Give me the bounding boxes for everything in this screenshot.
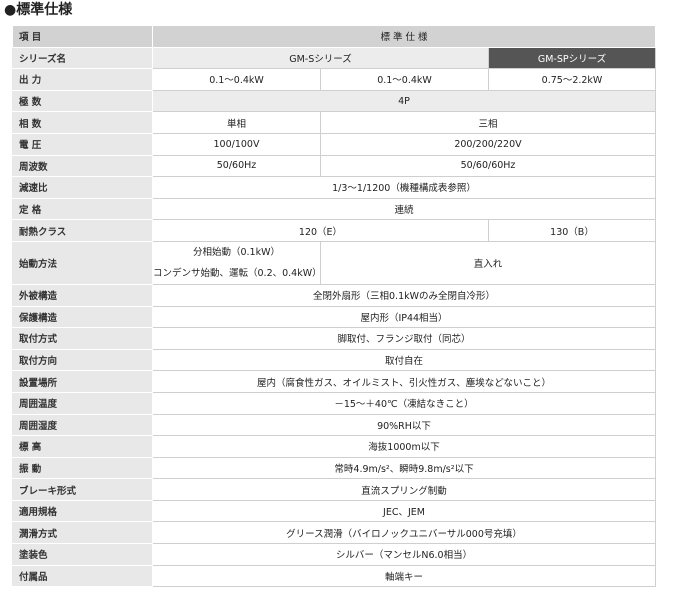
row-label: 標 高 [12,435,153,458]
row: 付属品 軸端キー [12,564,657,588]
row: 周囲湿度 90%RH以下 [12,413,657,437]
row-label: 出 力 [12,68,153,91]
cell: 直流スプリング制動 [151,478,657,501]
row-label: 適用規格 [12,499,153,523]
row: 保護構造 屋内形（IP44相当） [12,305,657,329]
cell: シルバー（マンセルN6.0相当） [151,543,657,566]
row-label: 電 圧 [12,132,153,156]
cell-line: 分相始動（0.1kW） [192,246,280,258]
cell: 軸端キー [151,564,657,588]
cell: 50/60/60Hz [319,154,657,178]
row-label: 周波数 [12,154,153,178]
row-label: 減速比 [12,176,153,199]
cell: 取付自在 [151,348,657,372]
row: 適用規格 JEC、JEM [12,499,657,523]
cell: 屋内（腐食性ガス、オイルミスト、引火性ガス、塵埃などないこと） [151,370,657,393]
row-label: 周囲湿度 [12,413,153,437]
cell: 全閉外扇形（三相0.1kWのみ全閉自冷形） [151,283,657,307]
cell: 100/100V [152,132,321,156]
row: ブレーキ形式 直流スプリング制動 [12,478,657,501]
cell: 200/200/220V [319,132,657,156]
header-cell: 項 目 [12,25,153,48]
cell: GM-SPシリーズ [487,46,657,70]
row: 標 高海抜1000m以下 [12,435,657,458]
row-label: 設置場所 [12,370,153,393]
row-label: 潤滑方式 [12,521,153,545]
row: 出 力 0.1～0.4kW 0.1～0.4kW 0.75～2.2kW [12,68,657,91]
row-label: 取付方式 [12,327,153,350]
row-label: 外被構造 [12,283,153,307]
row-label: 保護構造 [12,305,153,329]
row: 設置場所 屋内（腐食性ガス、オイルミスト、引火性ガス、塵埃などないこと） [12,370,657,393]
row-label: 塗装色 [12,543,153,566]
cell: 50/60Hz [152,154,321,178]
cell: 0.1～0.4kW [320,68,489,91]
row: 振 動常時4.9m/s²、瞬時9.8m/s²以下 [12,456,657,480]
row: シリーズ名 GM-Sシリーズ GM-SPシリーズ [12,46,657,70]
row: 取付方式 脚取付、フランジ取付（同芯） [12,327,657,350]
row-label: シリーズ名 [12,46,153,70]
cell: 90%RH以下 [151,413,657,437]
row-label: ブレーキ形式 [12,478,153,501]
row-label: 極 数 [12,89,153,113]
title: ●標準仕様 [4,2,73,18]
cell: 屋内形（IP44相当） [151,305,657,329]
cell: 0.1～0.4kW [152,68,321,91]
row-label: 周囲温度 [12,391,153,415]
cell: 脚取付、フランジ取付（同芯） [151,327,657,350]
cell: 連続 [151,197,657,221]
cell: －15～＋40℃（凍結なきこと） [151,391,657,415]
row: 定 格連続 [12,197,657,221]
row: 潤滑方式 グリース潤滑（バイロノックユニバーサル000号充填） [12,521,657,545]
row: 周波数 50/60Hz 50/60/60Hz [12,154,657,178]
cell: 130（B） [487,219,657,242]
cell: 単相 [152,111,321,134]
row: 耐熱クラス 120（E） 130（B） [12,219,657,242]
row: 外被構造 全閉外扇形（三相0.1kWのみ全閉自冷形） [12,283,657,307]
row-label: 相 数 [12,111,153,134]
spec-table: 項 目 標 準 仕 様 シリーズ名 GM-Sシリーズ GM-SPシリーズ出 力 0.1… [12,25,657,588]
row-label: 定 格 [12,197,153,221]
cell: 三相 [319,111,657,134]
row: 電 圧 100/100V 200/200/220V [12,132,657,156]
cell: 直入れ [319,240,657,285]
row-label: 取付方向 [12,348,153,372]
cell: 1/3～1/1200（機種構成表参照） [151,176,657,199]
cell: 常時4.9m/s²、瞬時9.8m/s²以下 [151,456,657,480]
row: 極 数 4P [12,89,657,113]
cell: 0.75～2.2kW [487,68,657,91]
cell: 分相始動（0.1kW） コンデンサ始動、運転（0.2、0.4kW） [152,240,322,285]
row: 減速比 1/3～1/1200（機種構成表参照） [12,176,657,199]
row-label: 耐熱クラス [12,219,153,242]
cell: JEC、JEM [151,499,657,523]
row: 塗装色 シルバー（マンセルN6.0相当） [12,543,657,566]
row-label: 振 動 [12,456,153,480]
header-cell: 標 準 仕 様 [151,25,657,48]
cell-line: コンデンサ始動、運転（0.2、0.4kW） [153,267,322,279]
row: 始動方法 分相始動（0.1kW） コンデンサ始動、運転（0.2、0.4kW） 直入れ [12,240,657,285]
cell: 4P [151,89,657,113]
cell: 海抜1000m以下 [151,435,657,458]
row: 周囲温度 －15～＋40℃（凍結なきこと） [12,391,657,415]
header-row: 項 目 標 準 仕 様 [12,25,657,48]
cell: GM-Sシリーズ [152,46,489,70]
row: 相 数単相 三相 [12,111,657,134]
row: 取付方向 取付自在 [12,348,657,372]
row-label: 始動方法 [12,240,153,285]
cell: グリース潤滑（バイロノックユニバーサル000号充填） [151,521,657,545]
row-label: 付属品 [12,564,153,588]
cell: 120（E） [152,219,489,242]
